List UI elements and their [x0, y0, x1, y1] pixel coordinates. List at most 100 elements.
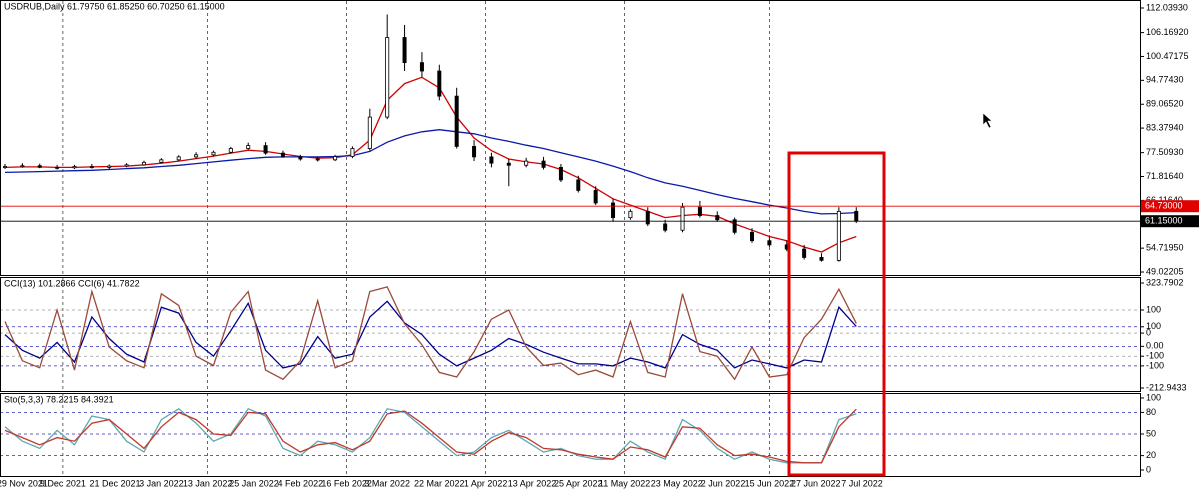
y-tick-label: 66.11640: [1146, 195, 1183, 205]
x-tick-label: 27 Jun 2022: [791, 478, 841, 488]
candle-body: [802, 248, 807, 258]
candle-body: [385, 37, 390, 118]
y-tick-label: 0: [1146, 327, 1151, 337]
x-tick-label: 15 Jun 2022: [745, 478, 795, 488]
x-tick-label: 1 Apr 2022: [464, 478, 508, 488]
x-tick-label: 21 Dec 2021: [90, 478, 141, 488]
y-tick-label: -212.9433: [1146, 382, 1187, 392]
y-tick-label: 100: [1146, 392, 1161, 402]
candle-body: [159, 159, 164, 163]
candle-body: [506, 162, 511, 166]
candle-body: [402, 37, 407, 64]
mouse-cursor: [982, 112, 993, 129]
y-tick-label: 20: [1146, 450, 1156, 460]
y-tick-label: 54.71950: [1146, 243, 1184, 253]
candle-body: [37, 165, 42, 168]
candle-body: [558, 166, 563, 181]
y-tick-label: 100: [1146, 321, 1161, 331]
price-tag-label: 61.15000: [1145, 216, 1183, 226]
x-tick-label: 22 Mar 2022: [414, 478, 465, 488]
y-tick-label: 323.7902: [1146, 277, 1184, 287]
candle-body: [472, 146, 477, 158]
price-tag: [1141, 200, 1199, 213]
candle-body: [524, 160, 529, 166]
indicator-line: [4, 76, 857, 253]
candle-body: [454, 95, 459, 147]
x-tick-label: 3 Jan 2022: [139, 478, 184, 488]
candle-body: [576, 179, 581, 191]
candle-body: [419, 62, 424, 72]
candle-body: [3, 166, 8, 168]
candle-body: [298, 156, 303, 160]
candle-body: [489, 156, 494, 164]
candle-body: [72, 166, 77, 169]
candle-body: [263, 145, 268, 154]
x-tick-label: 9 Dec 2021: [40, 478, 86, 488]
candle-body: [541, 160, 546, 168]
candle-body: [246, 145, 251, 149]
candle-body: [680, 206, 685, 231]
candle-body: [611, 202, 616, 219]
candle-body: [176, 156, 181, 161]
x-tick-label: 3 Mar 2022: [364, 478, 410, 488]
y-tick-label: 50: [1146, 428, 1156, 438]
indicator-line: [4, 286, 857, 381]
candle-body: [663, 223, 668, 231]
candle-body: [228, 148, 233, 153]
candle-body: [141, 161, 146, 166]
x-tick-label: 2 Jun 2022: [701, 478, 746, 488]
candle-body: [854, 210, 859, 222]
x-tick-label: 25 Jan 2022: [229, 478, 279, 488]
x-tick-label: 25 Apr 2022: [554, 478, 603, 488]
candle-body: [194, 154, 199, 158]
candle-body: [367, 116, 372, 149]
candle-body: [124, 164, 129, 167]
candle-body: [211, 151, 216, 156]
price-tag: [1141, 215, 1199, 228]
x-tick-label: 13 Jan 2022: [183, 478, 233, 488]
y-tick-label: 49.02205: [1146, 266, 1184, 276]
candle-body: [55, 166, 60, 169]
candle-body: [315, 158, 320, 161]
price-tag-label: 64.73000: [1145, 201, 1183, 211]
candle-body: [20, 165, 25, 168]
y-tick-label: 80: [1146, 407, 1156, 417]
x-tick-label: 29 Nov 2021: [0, 478, 48, 488]
candle-body: [836, 210, 841, 261]
candle-body: [715, 215, 720, 221]
y-tick-label: 89.06520: [1146, 99, 1184, 109]
x-tick-label: 4 Feb 2022: [278, 478, 324, 488]
candle-body: [732, 219, 737, 233]
indicator-line: [4, 129, 857, 215]
y-tick-label: 83.37940: [1146, 122, 1184, 132]
cci-panel-frame: [0, 277, 1141, 392]
indicator-line: [4, 407, 857, 464]
price-panel-frame: [0, 0, 1141, 276]
candle-body: [819, 257, 824, 261]
y-tick-label: -100: [1146, 360, 1164, 370]
candle-body: [107, 165, 112, 168]
frame: [0, 0, 1141, 477]
y-tick-label: 77.50930: [1146, 147, 1184, 157]
x-tick-label: 23 May 2022: [651, 478, 703, 488]
y-tick-label: 100.47175: [1146, 51, 1189, 61]
highlight-box: [787, 151, 886, 477]
indicator-line: [4, 408, 857, 464]
y-tick-label: 100: [1146, 304, 1161, 314]
candle-body: [437, 70, 442, 97]
x-tick-label: 13 Apr 2022: [508, 478, 557, 488]
y-tick-label: 94.77430: [1146, 75, 1184, 85]
candle-body: [89, 166, 94, 168]
y-tick-label: 106.16920: [1146, 27, 1189, 37]
x-tick-label: 7 Jul 2022: [841, 478, 883, 488]
candle-body: [767, 240, 772, 246]
candle-body: [333, 156, 338, 161]
candle-body: [628, 210, 633, 219]
candle-body: [645, 210, 650, 225]
price-panel-title: USDRUB,Daily 61.79750 61.85250 60.70250 …: [4, 1, 225, 11]
y-tick-label: 0: [1146, 464, 1151, 474]
candle-body: [750, 231, 755, 242]
cci-panel-title: CCI(13) 101.2866 CCI(6) 41.7822: [4, 278, 140, 288]
